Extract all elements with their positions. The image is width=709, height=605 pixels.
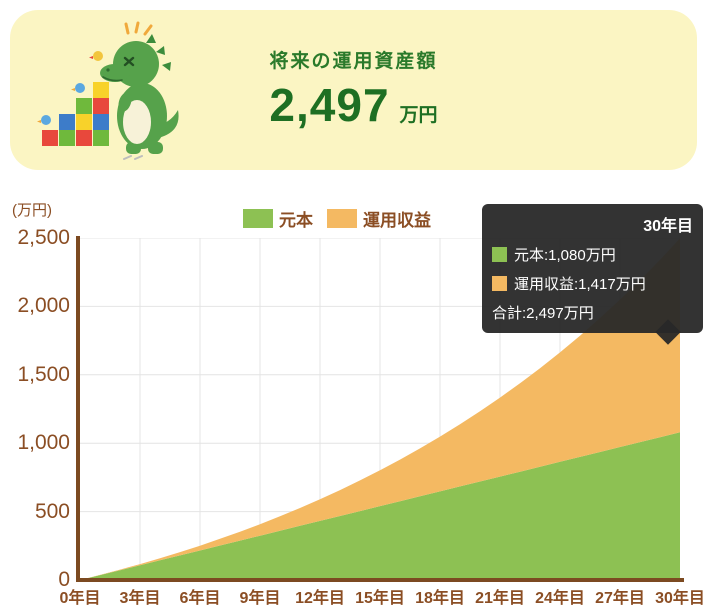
bird-icon	[37, 51, 103, 125]
x-tick-label: 27年目	[595, 590, 645, 605]
stacked-area-chart[interactable]	[80, 238, 680, 580]
x-tick-label: 9年目	[239, 590, 281, 605]
amount-unit: 万円	[399, 105, 438, 126]
x-tick-label: 24年目	[535, 590, 585, 605]
banner-title: 将来の運用資産額	[269, 51, 438, 72]
y-tick-label: 500	[34, 499, 70, 523]
x-tick-label: 30年目	[655, 590, 705, 605]
x-tick-label: 6年目	[179, 590, 221, 605]
legend-label: 運用収益	[363, 211, 431, 230]
area-series-0[interactable]	[80, 432, 680, 580]
x-tick-label: 21年目	[475, 590, 525, 605]
area-series-1[interactable]	[80, 238, 680, 580]
legend-item-1[interactable]: 運用収益	[327, 206, 431, 231]
y-axis-unit-label: (万円)	[12, 202, 52, 219]
y-tick-label: 1,500	[17, 362, 70, 386]
tooltip-text: 運用収益:1,417万円	[514, 276, 646, 293]
x-tick-label: 3年目	[119, 590, 161, 605]
y-tick-label: 2,000	[17, 294, 70, 318]
y-tick-label: 0	[58, 568, 70, 591]
dino-stairs-mascot-illustration	[37, 21, 179, 160]
tooltip-text: 元本:1,080万円	[514, 247, 616, 264]
tooltip-row: 運用収益:1,417万円	[492, 273, 693, 294]
summary-banner: 将来の運用資産額 2,497 万円	[10, 10, 697, 170]
legend-label: 元本	[279, 211, 313, 230]
tooltip-text: 合計:2,497万円	[492, 305, 594, 322]
x-tick-label: 18年目	[415, 590, 465, 605]
x-tick-label: 0年目	[59, 590, 101, 605]
y-axis-line	[76, 236, 80, 582]
chart-legend: 元本 運用収益	[243, 206, 431, 231]
legend-swatch-icon	[327, 209, 357, 228]
tooltip-row: 合計:2,497万円	[492, 302, 693, 323]
legend-item-0[interactable]: 元本	[243, 206, 313, 231]
tooltip-row: 元本:1,080万円	[492, 244, 693, 265]
x-tick-label: 12年目	[295, 590, 345, 605]
chart-tooltip: 30年目 元本:1,080万円運用収益:1,417万円合計:2,497万円	[482, 204, 703, 345]
stairs-icon	[42, 82, 109, 146]
tooltip-swatch-icon	[492, 247, 507, 262]
x-axis-line	[76, 578, 684, 582]
y-tick-label: 2,500	[17, 226, 70, 249]
tooltip-title: 30年目	[643, 218, 693, 235]
dino-icon	[100, 21, 179, 160]
legend-swatch-icon	[243, 209, 273, 228]
x-tick-label: 15年目	[355, 590, 405, 605]
tooltip-swatch-icon	[492, 276, 507, 291]
banner-amount: 2,497 万円	[10, 78, 697, 132]
y-tick-label: 1,000	[17, 431, 70, 455]
amount-value: 2,497	[269, 79, 390, 131]
